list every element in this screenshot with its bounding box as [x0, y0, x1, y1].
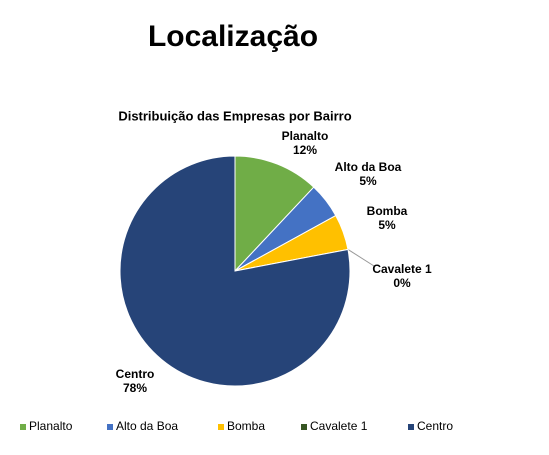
legend-label: Bomba	[227, 419, 265, 433]
legend-label: Planalto	[29, 419, 73, 433]
legend-swatch	[107, 424, 113, 430]
legend-swatch	[301, 424, 307, 430]
slice-value-label: 5%	[359, 174, 377, 188]
leader-line	[347, 249, 375, 267]
slice-label: Planalto	[282, 129, 329, 143]
legend-label: Alto da Boa	[116, 419, 178, 433]
slice-value-label: 0%	[393, 276, 411, 290]
slice-value-label: 78%	[123, 381, 147, 395]
legend-label: Cavalete 1	[310, 419, 368, 433]
slice-label: Centro	[116, 367, 155, 381]
pie-slice	[234, 155, 315, 273]
slice-value-label: 5%	[378, 218, 396, 232]
slide-title: Localização	[148, 20, 318, 53]
legend-label: Centro	[417, 419, 453, 433]
legend-swatch	[218, 424, 224, 430]
slice-label: Cavalete 1	[372, 262, 432, 276]
slice-label: Alto da Boa	[335, 160, 402, 174]
slice-label: Bomba	[367, 204, 408, 218]
legend-swatch	[20, 424, 26, 430]
legend-swatch	[408, 424, 414, 430]
chart-title: Distribuição das Empresas por Bairro	[118, 108, 351, 123]
slice-value-label: 12%	[293, 143, 317, 157]
pie-slice	[119, 155, 351, 387]
